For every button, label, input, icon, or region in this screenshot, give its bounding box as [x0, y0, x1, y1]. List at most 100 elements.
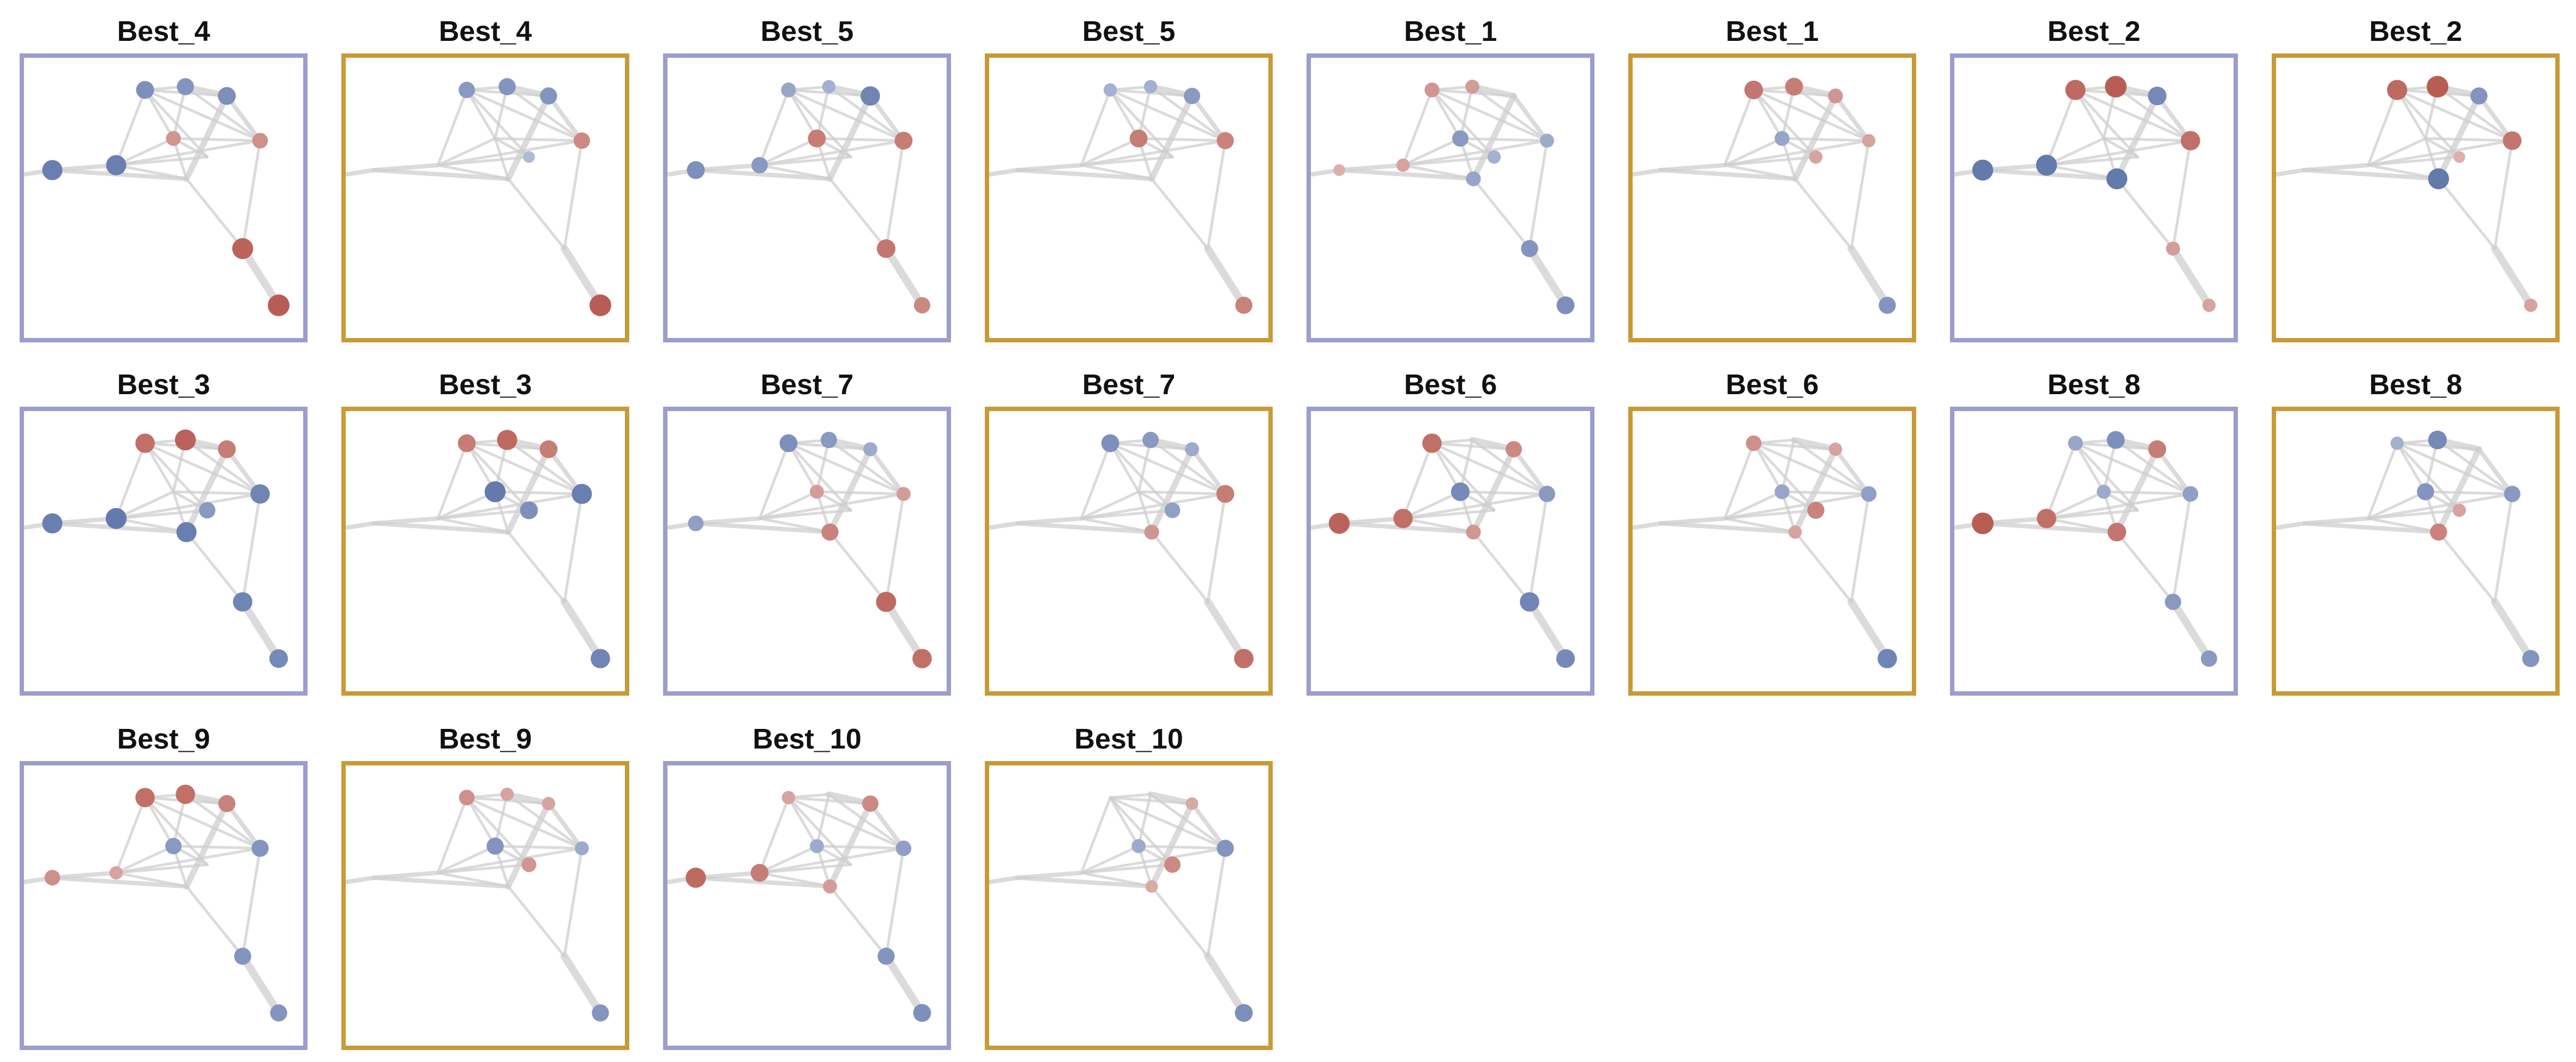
- graph-edge: [2437, 177, 2496, 250]
- graph-edge: [1780, 438, 1796, 493]
- graph-edge: [115, 139, 262, 167]
- graph-edge: [758, 509, 852, 520]
- graph-edge: [505, 93, 552, 182]
- graph-node: [1774, 484, 1790, 499]
- network-graph: [2276, 76, 2538, 312]
- graph-edge: [827, 93, 874, 182]
- graph-edge: [2045, 139, 2192, 167]
- graph-edge: [372, 168, 510, 181]
- graph-node: [2107, 522, 2127, 542]
- graph-edge: [2045, 88, 2077, 167]
- graph-edge: [2115, 177, 2175, 250]
- graph-edge: [884, 139, 905, 250]
- graph-edge: [1430, 442, 1549, 496]
- graph-edge: [1080, 442, 1112, 520]
- graph-edge: [465, 88, 497, 140]
- graph-edge: [787, 88, 852, 159]
- graph-node: [484, 481, 506, 503]
- graph-edge: [2367, 442, 2399, 520]
- graph-edge: [1470, 446, 1517, 535]
- panel-title: Best_4: [117, 16, 210, 47]
- graph-node: [497, 430, 517, 450]
- graph-edge: [2367, 137, 2427, 167]
- graph-node: [894, 131, 913, 150]
- graph-node: [269, 649, 288, 668]
- graph-node: [912, 649, 932, 668]
- graph-edge: [828, 177, 888, 250]
- graph-edge: [758, 137, 818, 167]
- graph-edge: [143, 442, 209, 512]
- graph-edge: [225, 94, 262, 143]
- graph-node: [1862, 134, 1876, 148]
- graph-node: [174, 429, 196, 451]
- network-graph: [667, 791, 931, 1022]
- graph-edge: [1147, 791, 1195, 807]
- panel-frame: [663, 407, 951, 696]
- graph-edge: [1015, 521, 1154, 534]
- graph-edge: [185, 885, 244, 958]
- graph-node: [808, 129, 826, 148]
- graph-edge: [1109, 442, 1227, 496]
- graph-node: [1807, 502, 1825, 519]
- graph-node: [521, 857, 537, 872]
- graph-edge: [2367, 509, 2461, 520]
- graph-edge: [1850, 492, 1870, 604]
- graph-edge: [563, 139, 583, 250]
- network-graph: [1954, 76, 2216, 312]
- graph-edge: [465, 88, 583, 142]
- graph-panel: Best_1: [1628, 9, 1916, 342]
- graph-edge: [1430, 88, 1496, 159]
- graph-edge: [436, 155, 531, 167]
- graph-edge: [882, 245, 926, 309]
- graph-edge: [1109, 796, 1140, 848]
- graph-node: [459, 789, 475, 806]
- network-graph: [24, 78, 290, 316]
- graph-node: [1556, 649, 1575, 668]
- network-graph: [1633, 435, 1897, 668]
- graph-node: [1103, 83, 1117, 97]
- panel-frame: [2272, 53, 2560, 342]
- graph-edge: [115, 796, 147, 874]
- graph-edge: [989, 168, 1018, 177]
- graph-panel: Best_8: [1950, 362, 2238, 696]
- graph-node: [1487, 150, 1501, 164]
- graph-edge: [172, 137, 262, 142]
- graph-node: [821, 432, 837, 448]
- graph-edge: [1401, 155, 1496, 167]
- graph-node: [1164, 502, 1181, 518]
- graph-node: [1450, 482, 1470, 502]
- graph-edge: [563, 492, 583, 604]
- graph-edge: [185, 177, 244, 250]
- graph-edge: [2493, 492, 2514, 604]
- graph-node: [135, 433, 155, 453]
- graph-edge: [1430, 88, 1549, 142]
- graph-edge: [115, 137, 175, 167]
- graph-edge: [1528, 139, 1549, 250]
- graph-edge: [1137, 490, 1227, 496]
- graph-node: [1877, 649, 1897, 668]
- graph-edge: [115, 844, 175, 874]
- graph-edge: [828, 885, 888, 958]
- graph-node: [592, 1004, 609, 1022]
- graph-node: [1466, 171, 1481, 186]
- graph-node: [571, 484, 592, 504]
- graph-panel: Best_4: [20, 9, 308, 342]
- graph-node: [2068, 436, 2083, 451]
- graph-panel: Best_10: [663, 716, 951, 1050]
- graph-node: [136, 81, 154, 99]
- graph-panel: Best_6: [1307, 362, 1594, 696]
- graph-edge: [143, 88, 175, 140]
- graph-node: [750, 864, 769, 882]
- graph-node: [2065, 80, 2086, 100]
- graph-edge: [505, 438, 583, 496]
- graph-node: [520, 501, 538, 520]
- graph-node: [2147, 86, 2167, 106]
- graph-edge: [2114, 93, 2160, 182]
- graph-edge: [1723, 137, 1784, 167]
- graph-edge: [1723, 139, 1870, 167]
- graph-node: [251, 840, 269, 857]
- panel-title: Best_10: [1074, 723, 1183, 755]
- panel-frame: [1307, 407, 1594, 696]
- graph-edge: [787, 442, 905, 496]
- panel-title: Best_5: [760, 16, 854, 47]
